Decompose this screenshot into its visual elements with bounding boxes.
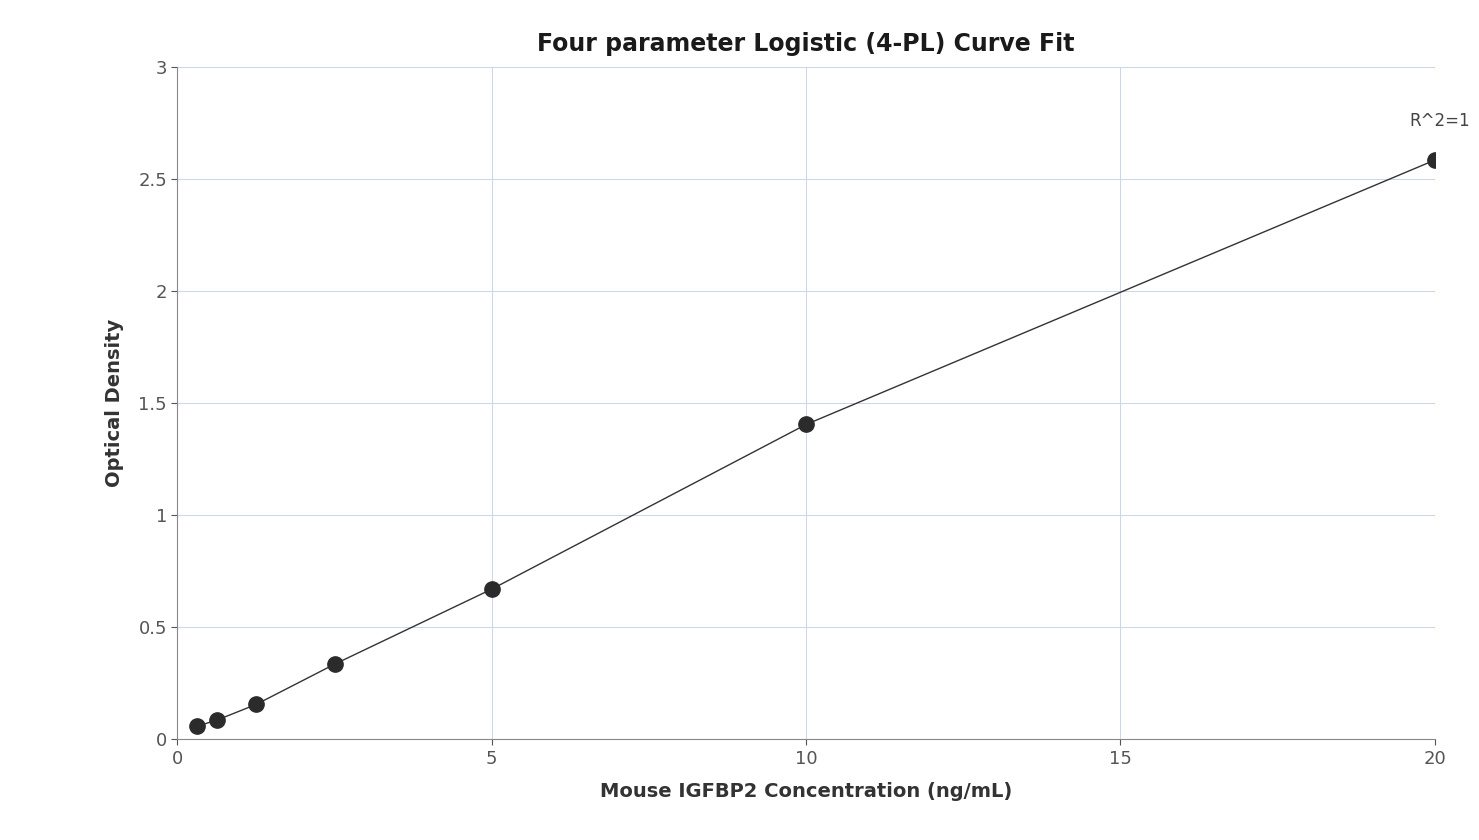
Point: [479, 582, 503, 596]
Point: [244, 698, 268, 711]
Point: [794, 417, 818, 431]
Y-axis label: Optical Density: Optical Density: [105, 319, 124, 487]
Point: [206, 713, 229, 727]
Text: R^2=1: R^2=1: [1409, 112, 1470, 130]
X-axis label: Mouse IGFBP2 Concentration (ng/mL): Mouse IGFBP2 Concentration (ng/mL): [600, 781, 1012, 801]
Point: [322, 658, 346, 671]
Point: [1423, 154, 1446, 167]
Title: Four parameter Logistic (4-PL) Curve Fit: Four parameter Logistic (4-PL) Curve Fit: [537, 32, 1075, 55]
Point: [185, 720, 209, 733]
